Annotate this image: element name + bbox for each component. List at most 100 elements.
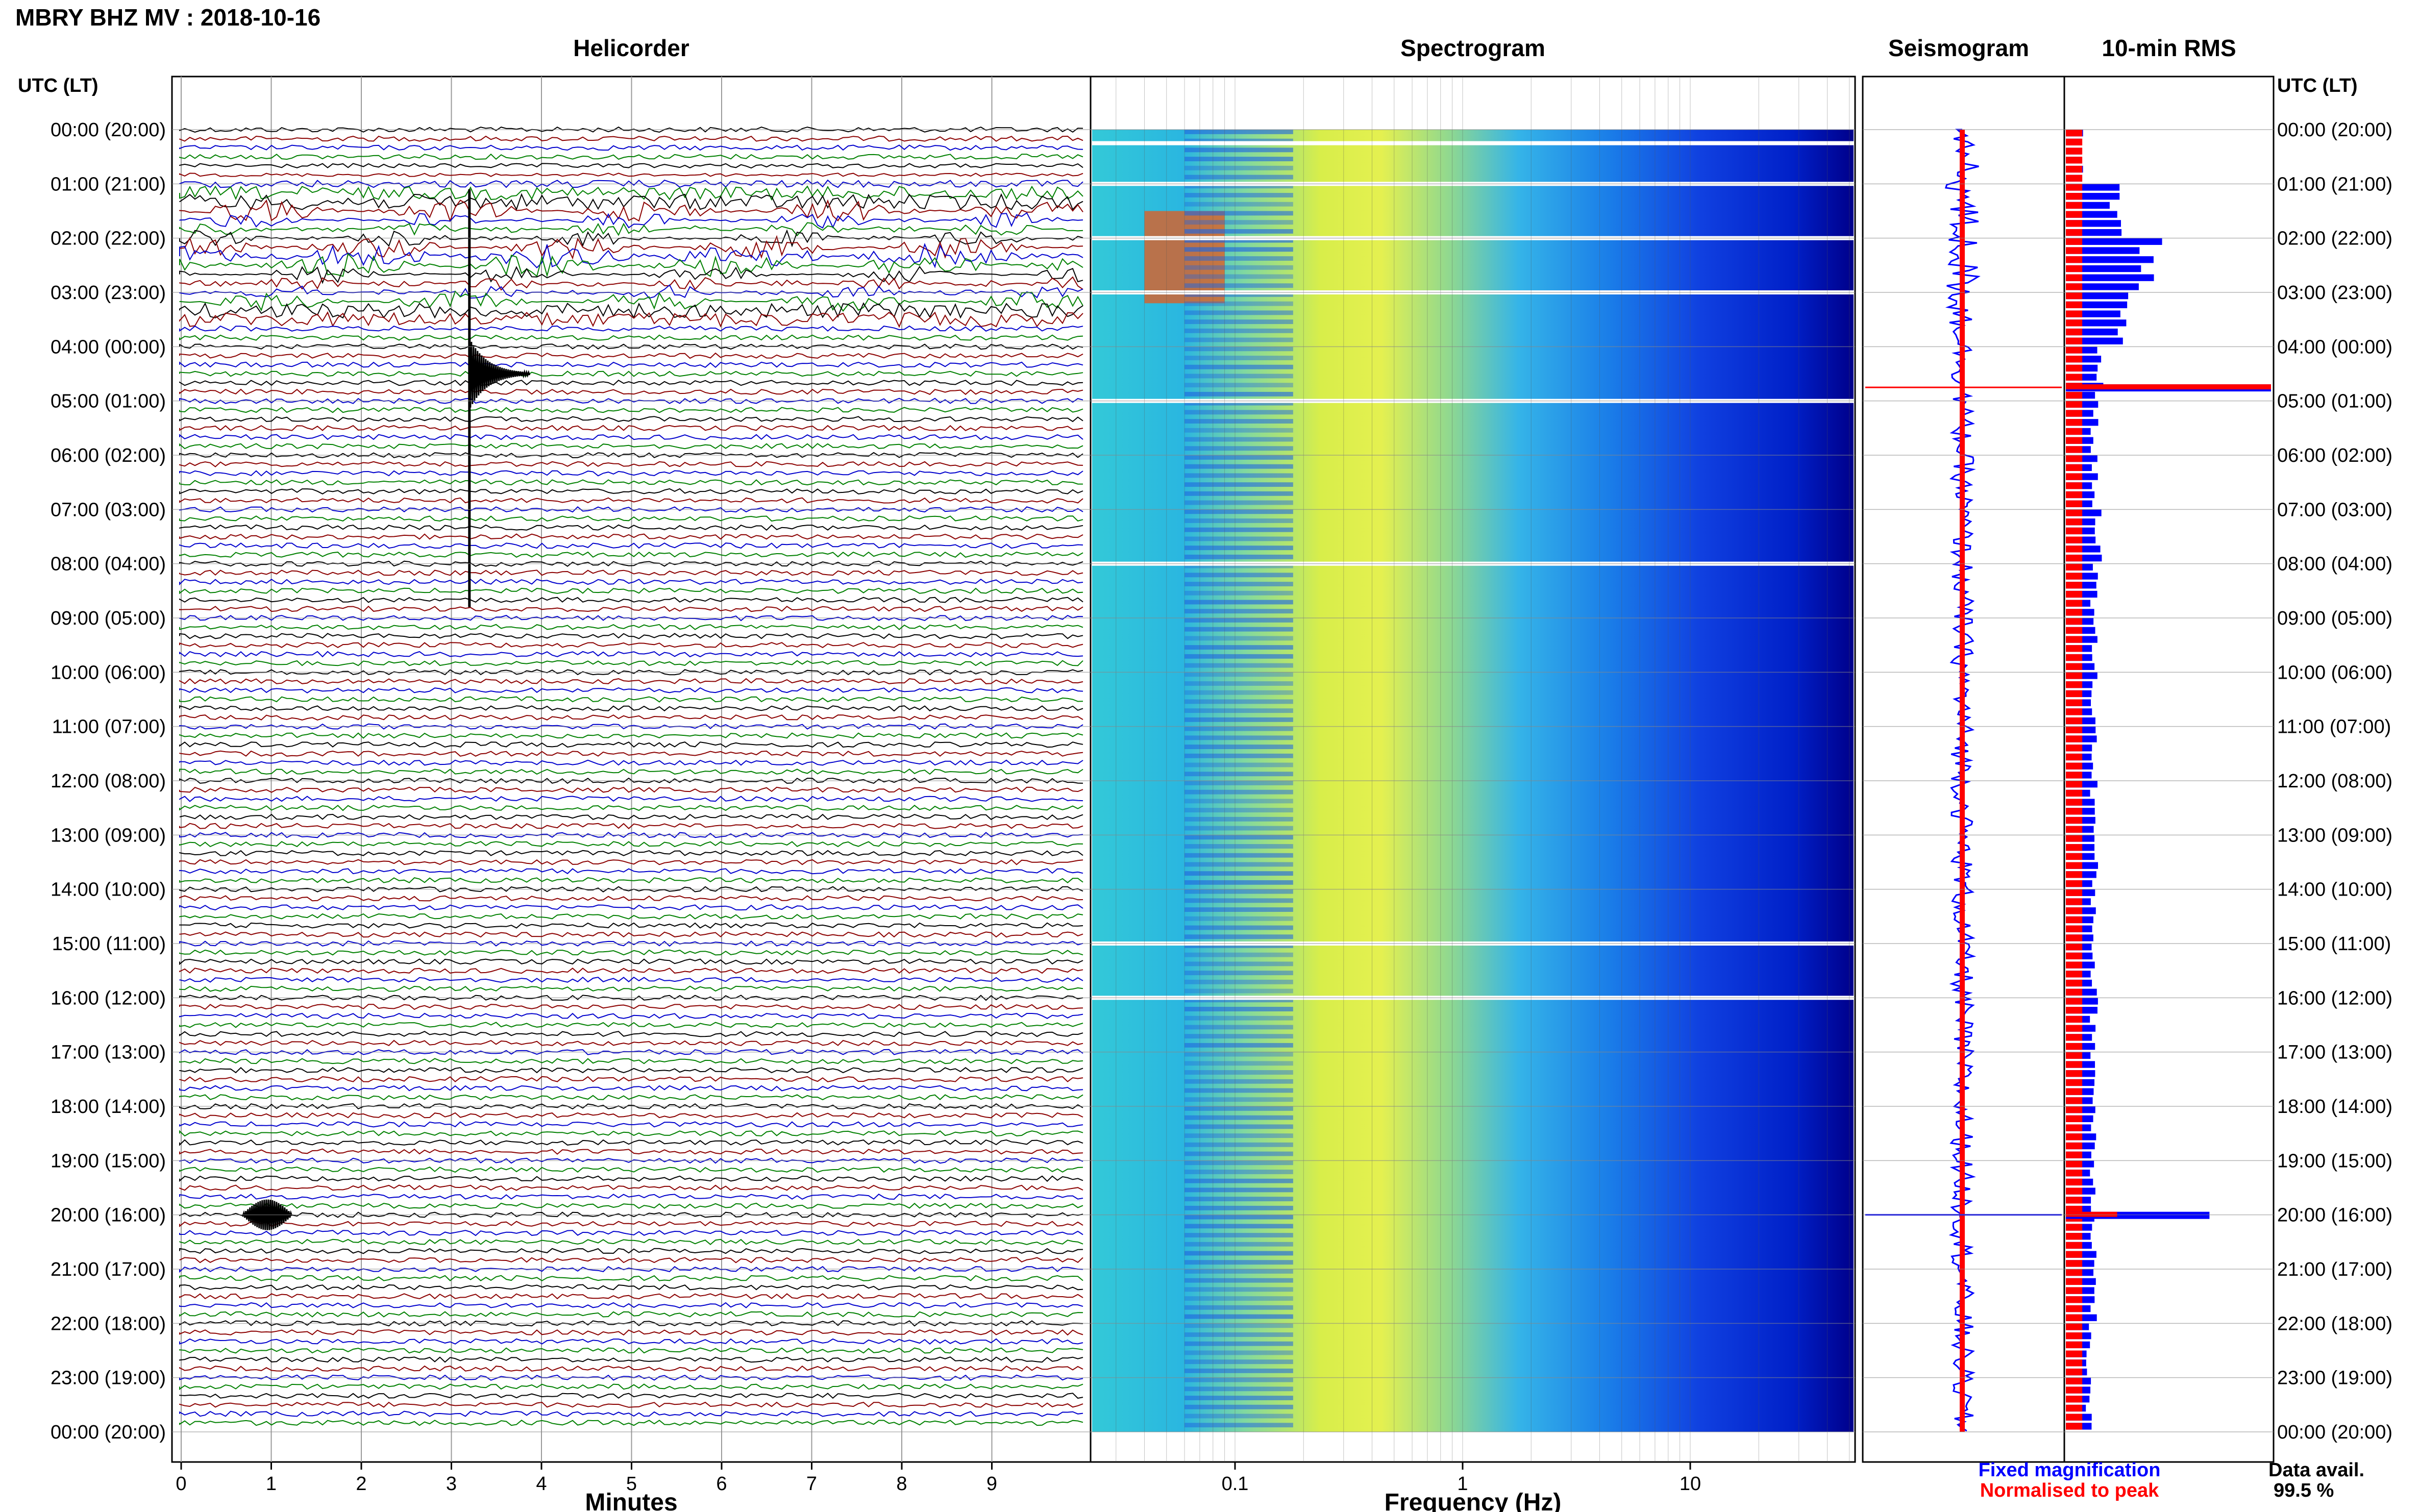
- helicorder-trace: [179, 642, 1083, 649]
- rms-bar-normalised: [2066, 1142, 2083, 1150]
- spectrogram-stripe: [1184, 907, 1293, 912]
- hour-label-right: 13:00 (09:00): [2277, 825, 2392, 846]
- rms-bar-normalised: [2066, 645, 2083, 652]
- rms-bar-normalised: [2066, 826, 2083, 833]
- spectrogram-stripe: [1184, 1025, 1293, 1030]
- spectrogram-stripe: [1184, 1287, 1293, 1292]
- rms-bar-normalised: [2066, 898, 2083, 905]
- spectrogram-stripe: [1184, 1251, 1293, 1256]
- helicorder-xtick-label: 7: [806, 1473, 817, 1495]
- rms-bar-normalised: [2066, 835, 2083, 842]
- spectrogram-stripe: [1184, 1142, 1293, 1147]
- spectrogram-stripe: [1184, 916, 1293, 921]
- helicorder-trace: [179, 235, 1083, 260]
- hour-label-left: 14:00 (10:00): [51, 879, 166, 901]
- rms-bar-normalised: [2066, 193, 2083, 200]
- spectrogram-stripe: [1184, 1197, 1293, 1202]
- helicorder-trace: [179, 1329, 1083, 1336]
- spectrogram-stripe: [1184, 1368, 1293, 1373]
- helicorder-xtick-label: 2: [356, 1473, 366, 1495]
- helicorder-trace: [179, 243, 1083, 269]
- helicorder-trace: [179, 551, 1083, 558]
- spectrogram-stripe: [1184, 554, 1293, 559]
- spectrogram-stripe: [1184, 898, 1293, 903]
- spectrogram-stripe: [1184, 1133, 1293, 1138]
- spectrogram-stripe: [1184, 573, 1293, 578]
- helicorder-trace: [179, 407, 1083, 413]
- hour-label-left: 15:00 (11:00): [52, 933, 166, 955]
- rms-peak-normalised: [2066, 384, 2271, 390]
- helicorder-trace: [179, 185, 1083, 201]
- rms-bar-normalised: [2066, 491, 2083, 499]
- spectrogram-stripe: [1184, 165, 1293, 170]
- spectrogram-stripe: [1184, 654, 1293, 659]
- helicorder-event-burst: [241, 1199, 293, 1230]
- rms-bar-normalised: [2066, 1305, 2083, 1312]
- hour-labels-right: 00:00 (20:00) 01:00 (21:00) 02:00 (22:00) 0…: [2277, 119, 2392, 1443]
- helicorder-xtick-label: 8: [896, 1473, 907, 1495]
- rms-bar-normalised: [2066, 437, 2083, 444]
- helicorder-trace: [179, 1022, 1083, 1028]
- spectrogram-stripe: [1184, 1260, 1293, 1265]
- hour-label-right: 06:00 (02:00): [2277, 445, 2392, 466]
- rms-bar-normalised: [2066, 1287, 2083, 1294]
- rms-bar-normalised: [2066, 1224, 2083, 1231]
- spectrogram-stripe: [1184, 762, 1293, 767]
- hour-label-left: 08:00 (04:00): [51, 554, 166, 575]
- spectrogram-stripe: [1184, 745, 1293, 749]
- spectrogram-stripe: [1184, 672, 1293, 677]
- helicorder-trace: [179, 968, 1083, 974]
- helicorder-trace: [179, 759, 1083, 766]
- helicorder-trace: [179, 172, 1083, 177]
- helicorder-x-axis: 0 1 2 3 4 5 6 7 8 9: [176, 1462, 997, 1495]
- helicorder-trace: [179, 877, 1083, 884]
- helicorder-trace: [179, 398, 1083, 404]
- rms-bar-normalised: [2066, 401, 2083, 408]
- rms-bar-normalised: [2066, 1233, 2083, 1240]
- rms-bar-normalised: [2066, 862, 2083, 869]
- spectrogram-stripe: [1184, 789, 1293, 795]
- spectrogram-stripe: [1184, 889, 1293, 894]
- spectrogram-panel: [1090, 76, 1856, 1463]
- spectrogram-stripe: [1184, 1305, 1293, 1310]
- rms-bar-normalised: [2066, 1187, 2083, 1195]
- hour-label-right: 10:00 (06:00): [2277, 662, 2392, 683]
- helicorder-trace: [179, 777, 1083, 784]
- helicorder-trace: [179, 388, 1083, 395]
- spectrogram-stripe: [1184, 690, 1293, 695]
- helicorder-trace: [179, 859, 1083, 865]
- spectrogram-stripe: [1184, 663, 1293, 668]
- rms-bar-normalised: [2066, 419, 2083, 426]
- helicorder-trace: [179, 995, 1083, 1001]
- helicorder-trace: [179, 434, 1083, 440]
- spectrogram-stripe: [1184, 971, 1293, 976]
- spectrogram-stripe: [1184, 925, 1293, 930]
- spectrogram-stripe: [1184, 582, 1293, 586]
- helicorder-trace: [179, 222, 1083, 237]
- spectrogram-stripe: [1184, 428, 1293, 433]
- helicorder-trace: [179, 361, 1083, 368]
- spectrogram-stripe: [1184, 292, 1293, 297]
- spectrogram-stripe: [1184, 473, 1293, 478]
- helicorder-trace: [179, 1338, 1083, 1345]
- spectrogram-stripe: [1184, 491, 1293, 496]
- rms-bar-normalised: [2066, 672, 2083, 679]
- helicorder-xtick-label: 9: [986, 1473, 997, 1495]
- rms-bar-normalised: [2066, 238, 2083, 245]
- spectrogram-stripe: [1184, 1396, 1293, 1400]
- helicorder-trace: [179, 796, 1083, 802]
- rms-bar-normalised: [2066, 1052, 2083, 1059]
- rms-bar-normalised: [2066, 1043, 2083, 1050]
- helicorder-trace: [179, 311, 1083, 328]
- spectrogram-stripe: [1184, 753, 1293, 758]
- rms-bar-normalised: [2066, 283, 2083, 290]
- spectrogram-stripe: [1184, 356, 1293, 360]
- helicorder-trace: [179, 850, 1083, 856]
- rms-bar-normalised: [2066, 1296, 2083, 1303]
- spectrogram-stripe: [1184, 383, 1293, 388]
- spectrogram-stripe: [1184, 1052, 1293, 1057]
- rms-peak-normalised: [2066, 1211, 2117, 1217]
- helicorder-trace: [179, 1401, 1083, 1408]
- helicorder-trace: [179, 1284, 1083, 1291]
- hour-label-left: 12:00 (08:00): [51, 771, 166, 792]
